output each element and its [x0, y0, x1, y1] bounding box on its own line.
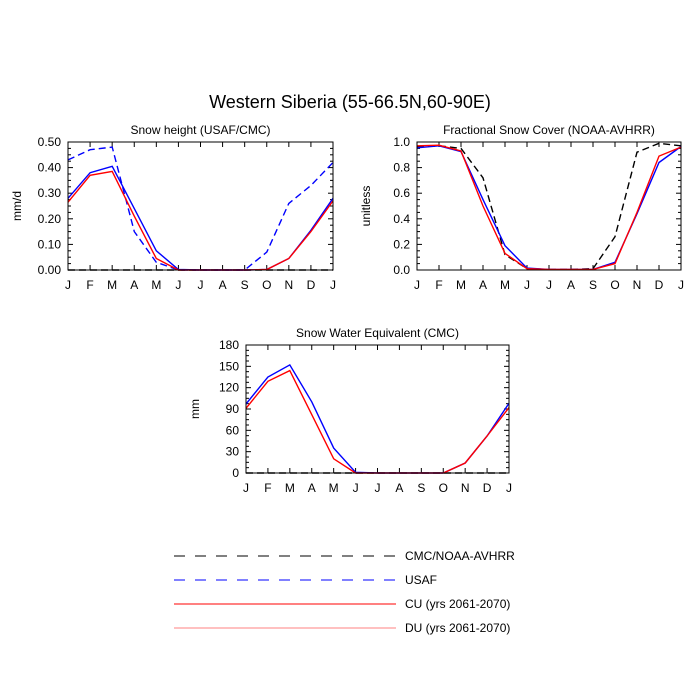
x-tick-label: S [589, 278, 597, 292]
x-tick-label: M [500, 278, 510, 292]
x-tick-label: A [567, 278, 575, 292]
y-tick-label: 0.30 [38, 186, 62, 200]
y-tick-label: 0.2 [393, 237, 410, 251]
x-tick-label: A [395, 481, 403, 495]
y-axis-label: mm/d [10, 191, 24, 221]
x-tick-label: F [435, 278, 442, 292]
legend-label: CU (yrs 2061-2070) [405, 597, 510, 611]
chart-title: Fractional Snow Cover (NOAA-AVHRR) [443, 123, 655, 137]
x-tick-label: N [633, 278, 642, 292]
plot-frame [67, 141, 334, 271]
y-tick-label: 0.4 [393, 212, 410, 226]
x-tick-label: D [483, 481, 492, 495]
x-tick-label: M [329, 481, 339, 495]
x-tick-label: S [417, 481, 425, 495]
x-tick-label: J [198, 278, 204, 292]
series-line-du [67, 170, 334, 271]
x-tick-label: O [439, 481, 448, 495]
x-tick-label: J [678, 278, 684, 292]
x-tick-label: J [546, 278, 552, 292]
chart-title: Snow height (USAF/CMC) [130, 123, 270, 137]
x-tick-label: N [284, 278, 293, 292]
plot-frame [416, 141, 682, 271]
y-axis-label: unitless [359, 186, 373, 227]
x-tick-label: M [285, 481, 295, 495]
legend-label: DU (yrs 2061-2070) [405, 621, 510, 635]
y-tick-label: 0.0 [393, 263, 410, 277]
chart-title: Snow Water Equivalent (CMC) [296, 326, 459, 340]
series-line-usaf [67, 146, 334, 271]
x-tick-label: J [175, 278, 181, 292]
x-tick-label: J [243, 481, 249, 495]
x-tick-label: A [219, 278, 227, 292]
y-tick-label: 0 [232, 466, 239, 480]
y-tick-label: 0.00 [38, 263, 62, 277]
x-tick-label: J [353, 481, 359, 495]
x-tick-label: A [130, 278, 138, 292]
legend-label: CMC/NOAA-AVHRR [405, 549, 515, 563]
figure-title: Western Siberia (55-66.5N,60-90E) [209, 92, 491, 112]
series-line-cu [416, 145, 682, 271]
x-tick-label: J [506, 481, 512, 495]
y-tick-label: 150 [219, 359, 239, 373]
y-tick-label: 90 [226, 402, 240, 416]
x-tick-label: J [375, 481, 381, 495]
x-tick-label: F [264, 481, 271, 495]
y-tick-label: 120 [219, 381, 239, 395]
x-tick-label: J [65, 278, 71, 292]
x-tick-label: O [262, 278, 271, 292]
x-tick-label: J [524, 278, 530, 292]
y-tick-label: 0.6 [393, 186, 410, 200]
x-tick-label: A [308, 481, 316, 495]
y-tick-label: 0.20 [38, 212, 62, 226]
x-tick-label: S [241, 278, 249, 292]
x-tick-label: D [655, 278, 664, 292]
x-tick-label: M [151, 278, 161, 292]
series-line-cu [67, 165, 334, 271]
x-tick-label: M [456, 278, 466, 292]
plot-frame [245, 344, 510, 474]
series-line-du [416, 144, 682, 271]
x-tick-label: J [330, 278, 336, 292]
y-tick-label: 30 [226, 445, 240, 459]
series-line-du [245, 369, 510, 474]
y-tick-label: 0.10 [38, 237, 62, 251]
y-tick-label: 1.0 [393, 135, 410, 149]
legend: CMC/NOAA-AVHRR USAF CU (yrs 2061-2070) DU (… [174, 549, 515, 635]
x-tick-label: A [479, 278, 487, 292]
x-tick-label: F [86, 278, 93, 292]
y-axis-label: mm [188, 399, 202, 419]
y-tick-label: 60 [226, 423, 240, 437]
series-line-cmc-noaa-avhrr [416, 142, 682, 271]
chart-panel-snow-water-equivalent: Snow Water Equivalent (CMC) mm 0 30 60 90 120 1… [188, 326, 512, 495]
legend-label: USAF [405, 573, 437, 587]
x-tick-label: M [107, 278, 117, 292]
y-tick-label: 0.50 [38, 135, 62, 149]
x-tick-label: D [307, 278, 316, 292]
y-tick-label: 180 [219, 338, 239, 352]
x-tick-label: J [414, 278, 420, 292]
x-tick-label: O [610, 278, 619, 292]
y-tick-label: 0.8 [393, 161, 410, 175]
chart-panel-snow-height: Snow height (USAF/CMC) mm/d 0.00 0.10 0.20 0.… [10, 123, 336, 292]
y-tick-label: 0.40 [38, 161, 62, 175]
x-tick-label: N [461, 481, 470, 495]
chart-panel-fractional-snow-cover: Fractional Snow Cover (NOAA-AVHRR) unitle… [359, 123, 684, 292]
